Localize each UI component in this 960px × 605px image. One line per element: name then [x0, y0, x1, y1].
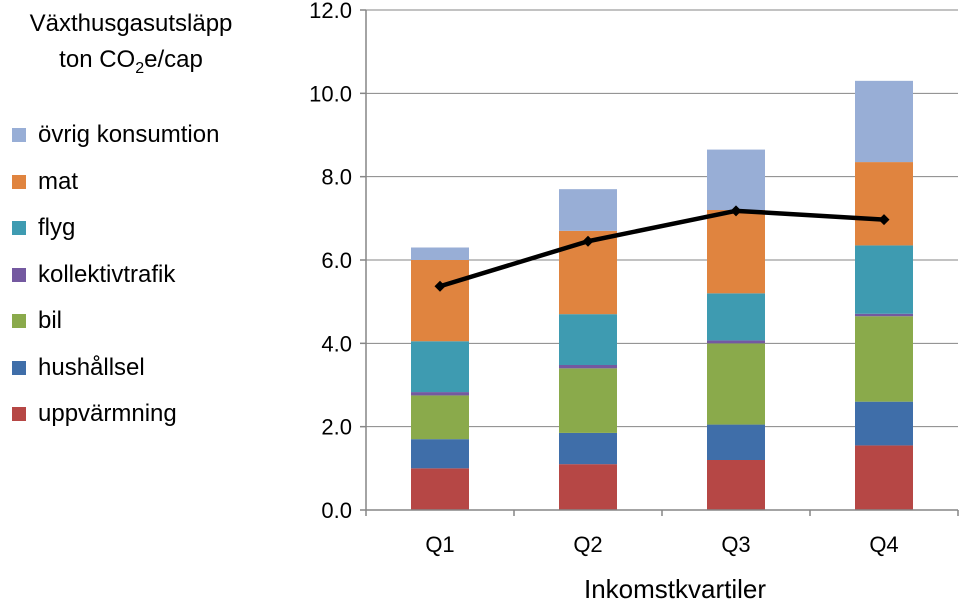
legend-label: flyg: [38, 214, 76, 242]
trend-line: [439, 208, 885, 289]
legend-swatch: [12, 267, 26, 282]
axes: [360, 9, 959, 516]
bar-Q1-seg-2: [411, 395, 469, 440]
y-axis-unit-subscript: 2: [135, 59, 145, 77]
legend-item: övrig konsumtion: [12, 112, 219, 159]
bar-Q2-seg-0: [559, 464, 617, 510]
stacked-bars: [411, 80, 913, 510]
y-axis-title-line2: ton CO2e/cap: [0, 42, 262, 87]
legend: övrig konsumtion mat flyg kollektivtrafik bi…: [12, 112, 219, 438]
legend-item: uppvärmning: [12, 391, 219, 438]
bar-Q3-seg-0: [707, 460, 765, 510]
bar-Q2-seg-2: [559, 368, 617, 433]
trend-marker-Q3: [730, 205, 742, 217]
bar-Q3-seg-1: [707, 424, 765, 460]
y-tick-label-6: 12.0: [309, 0, 352, 23]
bar-Q4-seg-4: [855, 245, 913, 314]
bar-Q1-seg-1: [411, 439, 469, 469]
legend-label: hushållsel: [38, 353, 145, 381]
bar-Q4-seg-5: [855, 162, 913, 246]
legend-label: övrig konsumtion: [38, 121, 220, 149]
bar-Q3-seg-2: [707, 343, 765, 425]
bar-Q3-seg-3: [707, 340, 765, 344]
bar-Q3-seg-5: [707, 210, 765, 294]
bar-Q2-seg-6: [559, 189, 617, 231]
legend-item: mat: [12, 159, 219, 206]
y-tick-label-4: 8.0: [321, 165, 352, 190]
legend-swatch: [12, 407, 26, 422]
bar-Q2-seg-1: [559, 432, 617, 465]
x-tick-label-Q4: Q4: [869, 532, 898, 557]
y-tick-label-5: 10.0: [309, 81, 352, 106]
trend-marker-Q1: [434, 280, 446, 292]
bar-Q2-seg-3: [559, 365, 617, 369]
trend-line-group: [434, 205, 890, 292]
y-tick-label-3: 6.0: [321, 248, 352, 273]
y-axis-unit-prefix: ton CO: [59, 46, 136, 73]
legend-label: kollektivtrafik: [38, 260, 176, 288]
bar-Q1-seg-4: [411, 341, 469, 393]
trend-marker-Q2: [582, 235, 594, 247]
x-axis-label: Inkomstkvartiler: [584, 574, 766, 604]
bar-Q4-seg-0: [855, 445, 913, 510]
y-axis-title-line1: Växthusgasutsläpp: [29, 10, 233, 37]
bar-Q1-seg-5: [411, 260, 469, 342]
legend-label: uppvärmning: [38, 400, 177, 428]
x-tick-label-Q1: Q1: [425, 532, 454, 557]
y-tick-label-1: 2.0: [321, 415, 352, 440]
x-tick-label-Q2: Q2: [573, 532, 602, 557]
y-tick-label-2: 4.0: [321, 331, 352, 356]
legend-swatch: [12, 128, 26, 143]
bar-Q4-seg-1: [855, 401, 913, 446]
bar-Q1-seg-3: [411, 392, 469, 396]
y-axis-unit-suffix: e/cap: [144, 46, 203, 73]
bar-Q4-seg-2: [855, 316, 913, 402]
trend-marker-Q4: [878, 214, 890, 226]
legend-item: hushållsel: [12, 345, 219, 392]
y-tick-label-0: 0.0: [321, 498, 352, 523]
y-tick-labels: 0.0 2.0 4.0 6.0 8.0 10.0 12.0: [309, 0, 352, 523]
legend-swatch: [12, 221, 26, 236]
legend-swatch: [12, 360, 26, 375]
bar-Q4-seg-3: [855, 313, 913, 317]
x-tick-label-Q3: Q3: [721, 532, 750, 557]
legend-item: bil: [12, 298, 219, 345]
bar-Q2-seg-4: [559, 314, 617, 365]
bar-Q3-seg-6: [707, 149, 765, 210]
legend-item: kollektivtrafik: [12, 252, 219, 299]
x-tick-labels: Q1 Q2 Q3 Q4: [425, 532, 898, 557]
legend-label: mat: [38, 167, 79, 195]
y-axis-title: Växthusgasutsläpp ton CO2e/cap: [0, 6, 262, 87]
legend-item: flyg: [12, 205, 219, 252]
legend-label: bil: [38, 307, 63, 335]
bar-Q4-seg-6: [855, 80, 913, 163]
bar-Q3-seg-4: [707, 293, 765, 341]
bar-Q1-seg-0: [411, 468, 469, 510]
legend-swatch: [12, 314, 26, 329]
legend-swatch: [12, 174, 26, 189]
bar-Q1-seg-6: [411, 247, 469, 260]
